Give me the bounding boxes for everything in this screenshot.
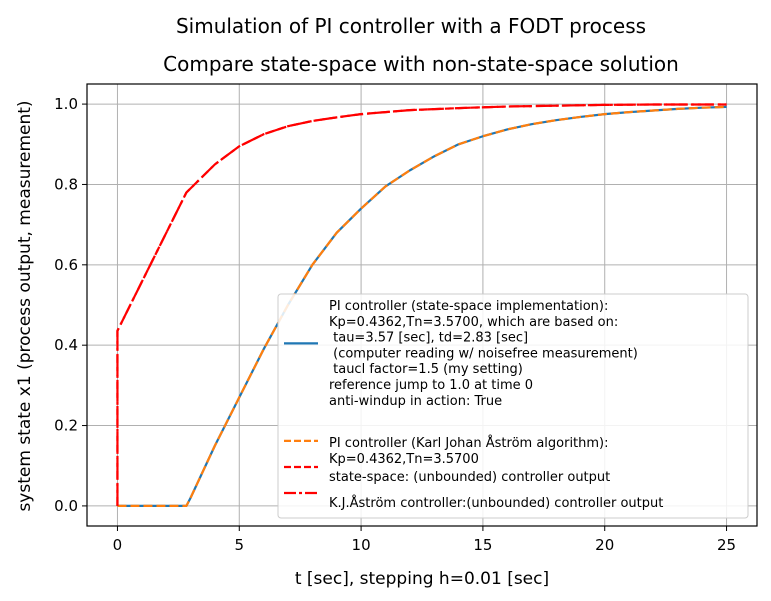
legend-box [277, 293, 749, 519]
legend-label-line: state-space: (unbounded) controller outp… [329, 470, 610, 485]
legend-label-line: anti-windup in action: True [329, 394, 502, 409]
series-line-2 [117, 105, 727, 508]
legend-label-line: PI controller (Karl Johan Åström algorit… [329, 435, 609, 451]
plot-frame [86, 83, 758, 527]
chart-suptitle: Simulation of PI controller with a FODT … [176, 14, 646, 38]
legend: PI controller (state-space implementatio… [277, 293, 749, 519]
x-tick-label: 20 [595, 536, 614, 554]
x-axis-label: t [sec], stepping h=0.01 [sec] [295, 569, 549, 589]
legend-label-2: PI controller (Karl Johan Åström algorit… [329, 435, 609, 467]
legend-label-line: tau=3.57 [sec], td=2.83 [sec] [329, 331, 528, 346]
x-tick-label: 15 [473, 536, 492, 554]
y-tick-label: 0.0 [54, 497, 78, 515]
legend-label-line: PI controller (state-space implementatio… [329, 299, 608, 314]
chart-title: Compare state-space with non-state-space… [163, 52, 679, 76]
series-lines [116, 103, 727, 508]
legend-label-line: K.J.Åström controller:(unbounded) contro… [329, 495, 663, 511]
x-tick-label: 25 [717, 536, 736, 554]
y-tick-label: 0.2 [54, 417, 78, 435]
legend-label-1: PI controller (state-space implementatio… [329, 299, 638, 409]
legend-label-line: Kp=0.4362,Tn=3.5700, which are based on: [329, 315, 618, 330]
y-tick-label: 0.8 [54, 175, 78, 193]
legend-label-line: taucl factor=1.5 (my setting) [329, 362, 523, 377]
x-tick-label: 5 [234, 536, 244, 554]
y-tick-label: 0.4 [54, 336, 78, 354]
x-tick-label: 0 [113, 536, 123, 554]
legend-label-line: reference jump to 1.0 at time 0 [329, 378, 533, 393]
y-tick-label: 0.6 [54, 256, 78, 274]
y-axis-label: system state x1 (process output, measure… [15, 100, 35, 511]
axis-ticks: 0 5 10 15 20 25 0.0 0.2 0.4 0.6 0.8 1.0 [54, 95, 736, 554]
legend-label-line: Kp=0.4362,Tn=3.5700 [329, 452, 479, 467]
legend-label-3: state-space: (unbounded) controller outp… [329, 470, 610, 485]
y-tick-label: 1.0 [54, 95, 78, 113]
legend-label-line: (computer reading w/ noisefree measureme… [329, 346, 638, 361]
x-tick-label: 10 [352, 536, 371, 554]
series-line-4 [116, 103, 727, 506]
legend-label-4: K.J.Åström controller:(unbounded) contro… [329, 495, 663, 511]
